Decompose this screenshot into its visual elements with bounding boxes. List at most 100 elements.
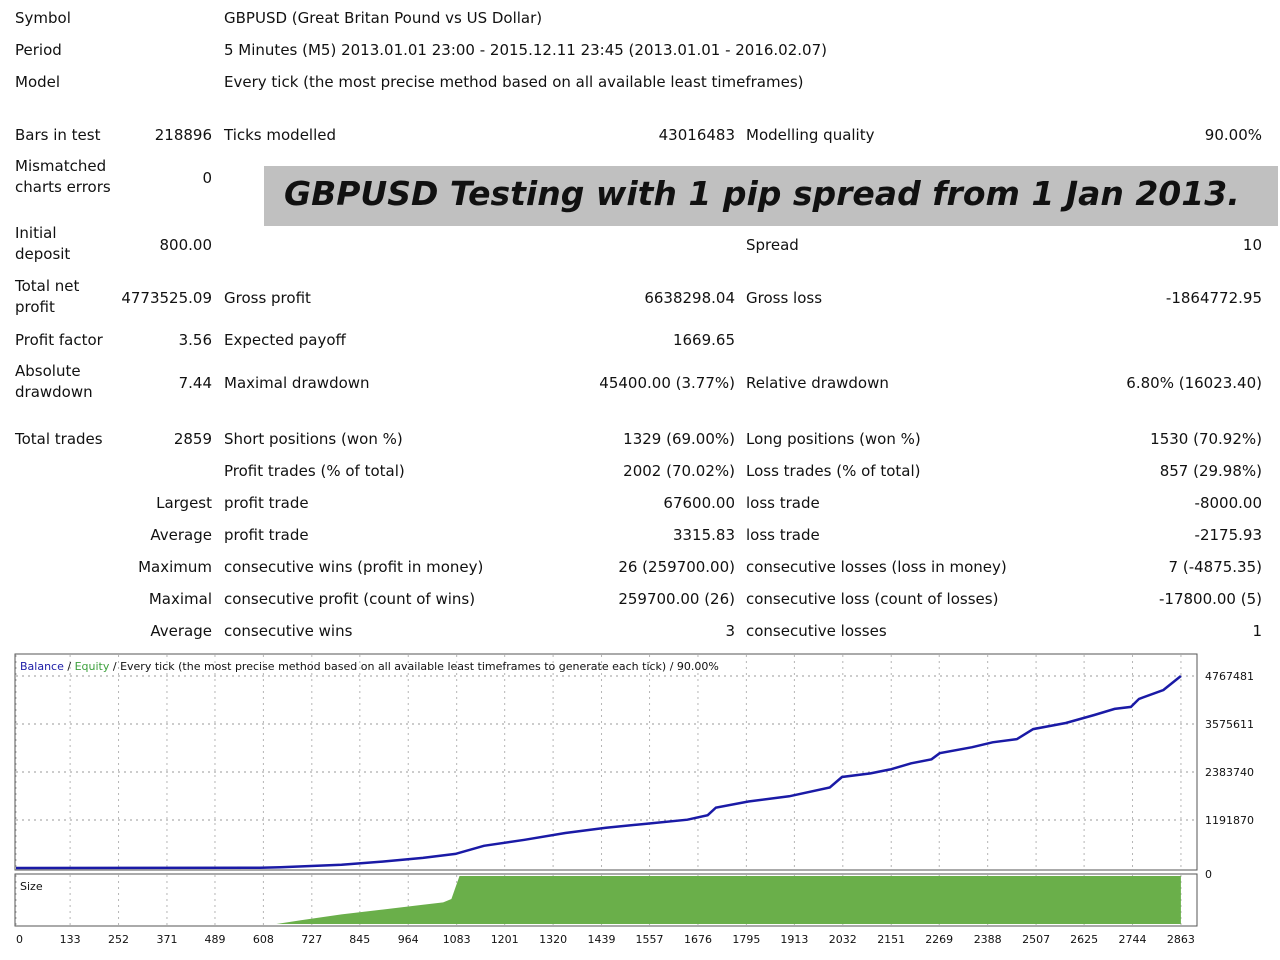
average-profit-value: 3315.83	[672, 526, 735, 544]
x-tick-label: 1439	[588, 933, 616, 946]
x-tick-label: 845	[349, 933, 370, 946]
x-tick-label: 1320	[539, 933, 567, 946]
x-tick-label: 1913	[780, 933, 808, 946]
max-wins-label: consecutive wins (profit in money)	[224, 558, 484, 576]
banner-text: GBPUSD Testing with 1 pip spread from 1 …	[284, 174, 1240, 213]
ticks-label: Ticks modelled	[224, 126, 337, 144]
x-tick-label: 0	[16, 933, 23, 946]
x-tick-label: 2863	[1167, 933, 1195, 946]
ticks-value: 43016483	[658, 126, 735, 144]
trades-value: 2859	[173, 430, 212, 448]
deposit-value: 800.00	[159, 236, 213, 254]
x-tick-label: 2744	[1119, 933, 1147, 946]
absdd-label: Absolute drawdown	[15, 362, 93, 401]
size-label: Size	[20, 880, 43, 893]
max-losses-label: consecutive losses (loss in money)	[746, 558, 1007, 576]
symbol-value: GBPUSD (Great Britan Pound vs US Dollar)	[224, 9, 543, 27]
x-tick-label: 1795	[732, 933, 760, 946]
largest-label: Largest	[156, 494, 212, 512]
x-tick-label: 371	[157, 933, 178, 946]
max-losses-value: 7 (-4875.35)	[1168, 558, 1262, 576]
main-plot-frame	[14, 653, 1198, 871]
period-value: 5 Minutes (M5) 2013.01.01 23:00 - 2015.1…	[224, 41, 827, 59]
y-tick-label: 0	[1205, 868, 1212, 881]
deposit-label: Initial deposit	[15, 224, 71, 263]
x-tick-label: 133	[60, 933, 81, 946]
mismatch-value: 0	[202, 169, 212, 187]
absdd-value: 7.44	[178, 374, 212, 392]
quality-value: 90.00%	[1204, 126, 1262, 144]
spread-value: 10	[1242, 236, 1262, 254]
y-tick-label: 2383740	[1205, 766, 1254, 779]
reldd-label: Relative drawdown	[746, 374, 889, 392]
banner: GBPUSD Testing with 1 pip spread from 1 …	[264, 166, 1278, 226]
x-tick-label: 608	[253, 933, 274, 946]
x-tick-label: 2507	[1022, 933, 1050, 946]
x-tick-label: 489	[205, 933, 226, 946]
bars-value: 218896	[154, 126, 212, 144]
short-value: 1329 (69.00%)	[623, 430, 735, 448]
y-tick-label: 4767481	[1205, 670, 1254, 683]
x-tick-label: 964	[398, 933, 419, 946]
series-line-balance	[15, 675, 1182, 870]
legend-rest: / Every tick (the most precise method ba…	[109, 660, 719, 673]
x-tick-labels: 0 133 252 371 489 608 727 845 964 1083 1201 1320 143…	[16, 933, 1195, 946]
y-tick-label: 1191870	[1205, 814, 1254, 827]
grossloss-label: Gross loss	[746, 289, 823, 307]
x-tick-label: 2032	[829, 933, 857, 946]
trades-label: Total trades	[15, 430, 103, 448]
x-tick-label: 1083	[443, 933, 471, 946]
average-loss-value: -2175.93	[1194, 526, 1262, 544]
x-tick-label: 252	[108, 933, 129, 946]
largest-profit-value: 67600.00	[663, 494, 735, 512]
avg-losses-value: 1	[1252, 622, 1262, 640]
y-tick-labels: 4767481 3575611 2383740 1191870 0	[1205, 670, 1254, 881]
x-tick-label: 1201	[491, 933, 519, 946]
mismatch-label: Mismatched charts errors	[15, 157, 111, 196]
largest-loss-value: -8000.00	[1194, 494, 1262, 512]
chart-legend: Balance / Equity / Every tick (the most …	[20, 660, 719, 673]
x-tick-label: 2625	[1070, 933, 1098, 946]
payoff-label: Expected payoff	[224, 331, 346, 349]
payoff-value: 1669.65	[672, 331, 735, 349]
ptrades-label: Profit trades (% of total)	[224, 462, 405, 480]
pf-label: Profit factor	[15, 331, 103, 349]
maxdd-label: Maximal drawdown	[224, 374, 370, 392]
avg-wins-label: consecutive wins	[224, 622, 353, 640]
netprofit-label: Total net profit	[15, 277, 80, 316]
grossloss-value: -1864772.95	[1165, 289, 1262, 307]
x-tick-label: 2388	[974, 933, 1002, 946]
size-layer	[16, 876, 1181, 924]
maximal-loss-value: -17800.00 (5)	[1158, 590, 1262, 608]
largest-loss-label: loss trade	[746, 494, 820, 512]
short-label: Short positions (won %)	[224, 430, 403, 448]
maximum-label: Maximum	[138, 558, 212, 576]
period-label: Period	[15, 41, 62, 59]
y-tick-label: 3575611	[1205, 718, 1254, 731]
legend-sep: /	[64, 660, 75, 673]
ltrades-value: 857 (29.98%)	[1159, 462, 1262, 480]
max-wins-value: 26 (259700.00)	[618, 558, 735, 576]
quality-label: Modelling quality	[746, 126, 875, 144]
maximal-loss-label: consecutive loss (count of losses)	[746, 590, 999, 608]
average2-label: Average	[150, 622, 212, 640]
size-area	[16, 876, 1181, 924]
long-value: 1530 (70.92%)	[1150, 430, 1262, 448]
grossprofit-value: 6638298.04	[644, 289, 735, 307]
maximal-profit-label: consecutive profit (count of wins)	[224, 590, 476, 608]
grossprofit-label: Gross profit	[224, 289, 311, 307]
bars-label: Bars in test	[15, 126, 101, 144]
netprofit-value: 4773525.09	[121, 289, 212, 307]
maximal-profit-value: 259700.00 (26)	[618, 590, 735, 608]
line-layer	[15, 675, 1182, 870]
model-value: Every tick (the most precise method base…	[224, 73, 804, 91]
reldd-value: 6.80% (16023.40)	[1126, 374, 1262, 392]
average-label: Average	[150, 526, 212, 544]
model-label: Model	[15, 73, 61, 91]
x-tick-label: 1557	[636, 933, 664, 946]
ltrades-label: Loss trades (% of total)	[746, 462, 921, 480]
maximal-label: Maximal	[148, 590, 212, 608]
legend-equity: Equity	[75, 660, 110, 673]
x-tick-label: 2269	[925, 933, 953, 946]
average-loss-label: loss trade	[746, 526, 820, 544]
